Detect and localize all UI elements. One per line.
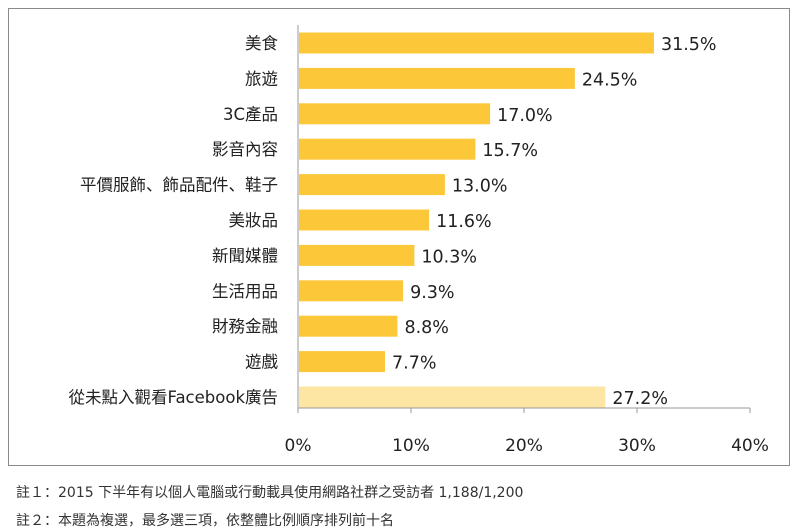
x-tick-label: 0%	[285, 436, 312, 456]
category-label: 從未點入觀看Facebook廣告	[68, 388, 278, 407]
value-label: 13.0%	[452, 177, 508, 197]
bar	[299, 209, 430, 231]
category-label: 影音內容	[212, 140, 278, 159]
bar	[299, 174, 445, 196]
x-tick-label: 30%	[618, 436, 656, 456]
value-label: 15.7%	[482, 141, 538, 161]
footnote-1: 註１：2015 下半年有以個人電腦或行動載具使用網路社群之受訪者 1,188/1…	[16, 485, 524, 501]
bar	[299, 386, 606, 408]
bar-chart: 0% 10% 20% 30% 40% 美食 31.5% 旅遊 24.5% 3C產品 17.0% 影音內…	[68, 25, 769, 456]
x-tick-label: 40%	[731, 436, 769, 456]
category-label: 財務金融	[212, 317, 278, 336]
chart-frame	[8, 8, 790, 466]
value-label: 17.0%	[497, 106, 553, 126]
category-label: 旅遊	[245, 69, 278, 88]
value-label: 9.3%	[410, 283, 454, 303]
bar	[299, 351, 386, 373]
category-label: 生活用品	[212, 282, 278, 301]
value-label: 11.6%	[436, 212, 492, 232]
value-label: 24.5%	[582, 70, 638, 90]
value-label: 10.3%	[421, 247, 477, 267]
value-label: 8.8%	[404, 318, 448, 338]
value-label: 31.5%	[661, 35, 717, 55]
category-label: 遊戲	[245, 353, 279, 372]
bar	[299, 315, 398, 337]
category-label: 3C產品	[223, 105, 278, 124]
category-label: 平價服飾、飾品配件、鞋子	[80, 176, 278, 195]
bar	[299, 103, 491, 125]
bar	[299, 67, 575, 89]
category-label: 美妝品	[229, 211, 279, 230]
category-label: 美食	[245, 34, 279, 53]
x-tick-label: 20%	[505, 436, 543, 456]
value-label: 27.2%	[612, 389, 668, 409]
bar	[299, 280, 404, 302]
bar	[299, 244, 415, 266]
x-tick-label: 10%	[392, 436, 430, 456]
bar	[299, 138, 476, 160]
category-label: 新聞媒體	[212, 246, 278, 265]
bar	[299, 32, 654, 54]
value-label: 7.7%	[392, 354, 436, 374]
footnote-2: 註２：本題為複選，最多選三項，依整體比例順序排列前十名	[16, 513, 394, 529]
